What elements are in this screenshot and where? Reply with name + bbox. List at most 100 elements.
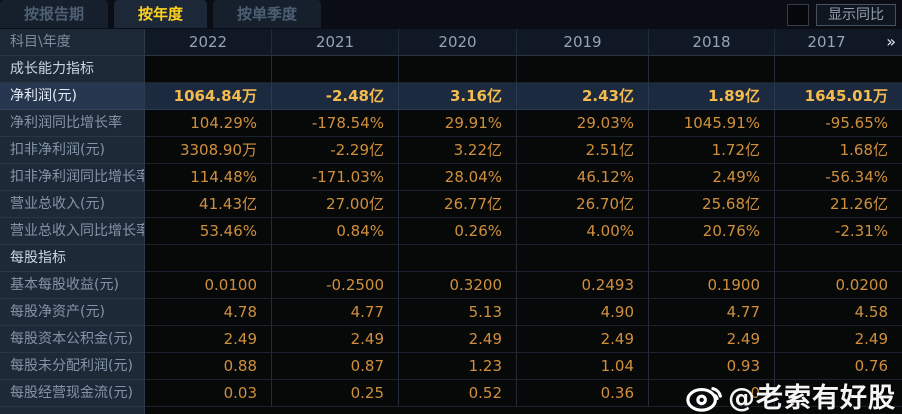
cell-2022: 53.46% [145, 218, 272, 245]
cell-2021: 27.00亿 [272, 191, 399, 218]
cell-2020: 28.04% [399, 164, 517, 191]
more-years-icon[interactable]: » [886, 32, 896, 51]
cell-2022: 1064.84万 [145, 83, 272, 110]
section-row: 每股指标 [0, 245, 902, 272]
row-label: 每股经营现金流(元) [0, 380, 145, 407]
cell-2018: 0.1900 [649, 272, 775, 299]
cell-2019: 26.70亿 [517, 191, 649, 218]
cell-2017: 0.0200 [775, 272, 902, 299]
row-label: 每股资本公积金(元) [0, 326, 145, 353]
year-header-2021: 2021 [272, 29, 399, 56]
cell-2020: 0.26% [399, 218, 517, 245]
table-row[interactable]: 每股经营现金流(元) 0.03 0.25 0.52 0.36 0 [0, 380, 902, 407]
cell-2019: 4.00% [517, 218, 649, 245]
cell-2017 [775, 56, 902, 83]
cell-2020: 0.52 [399, 380, 517, 407]
table-row[interactable]: 每股净资产(元) 4.78 4.77 5.13 4.90 4.77 4.58 [0, 299, 902, 326]
cell-2021: 0.84% [272, 218, 399, 245]
row-label: 营业总收入同比增长率 [0, 218, 145, 245]
show-yoy-control: 显示同比 [787, 4, 896, 26]
cell-2021: -2.48亿 [272, 83, 399, 110]
row-label: 扣非净利润(元) [0, 137, 145, 164]
cell-2018: 0.93 [649, 353, 775, 380]
tab-by-year[interactable]: 按年度 [114, 0, 208, 28]
cell-2018: 1.72亿 [649, 137, 775, 164]
cell-2021 [272, 56, 399, 83]
table-row[interactable]: 净利润同比增长率 104.29% -178.54% 29.91% 29.03% 1045.… [0, 110, 902, 137]
year-header-2019: 2019 [517, 29, 649, 56]
cell-2021 [272, 245, 399, 272]
cell-2022: 104.29% [145, 110, 272, 137]
show-yoy-label[interactable]: 显示同比 [816, 4, 896, 26]
row-label: 每股指标 [0, 245, 145, 272]
cell-2018: 1.89亿 [649, 83, 775, 110]
cell-2019: 4.90 [517, 299, 649, 326]
cell-2022 [145, 245, 272, 272]
cell-2019: 0.2493 [517, 272, 649, 299]
cell-2017: 0.76 [775, 353, 902, 380]
cell-2017: -95.65% [775, 110, 902, 137]
table-header-row: 科目\年度 2022 2021 2020 2019 2018 2017» [0, 29, 902, 56]
row-label: 营业总收入(元) [0, 191, 145, 218]
year-header-2022: 2022 [145, 29, 272, 56]
period-tabbar: 按报告期 按年度 按单季度 显示同比 [0, 0, 902, 29]
cell-2018: 20.76% [649, 218, 775, 245]
cell-2017: 2.49 [775, 326, 902, 353]
cell-2019: 46.12% [517, 164, 649, 191]
row-label: 净利润同比增长率 [0, 110, 145, 137]
cell-2021: -178.54% [272, 110, 399, 137]
cell-2020: 5.13 [399, 299, 517, 326]
partial-row [0, 407, 902, 414]
cell-2020: 3.16亿 [399, 83, 517, 110]
year-header-2018: 2018 [649, 29, 775, 56]
table-row[interactable]: 基本每股收益(元) 0.0100 -0.2500 0.3200 0.2493 0.1900… [0, 272, 902, 299]
table-row[interactable]: 净利润(元) 1064.84万 -2.48亿 3.16亿 2.43亿 1.89亿 1645.… [0, 83, 902, 110]
table-row[interactable]: 每股资本公积金(元) 2.49 2.49 2.49 2.49 2.49 2.49 [0, 326, 902, 353]
table-row[interactable]: 营业总收入同比增长率 53.46% 0.84% 0.26% 4.00% 20.76% -2.… [0, 218, 902, 245]
cell-2018: 1045.91% [649, 110, 775, 137]
tab-report-period[interactable]: 按报告期 [0, 0, 109, 28]
cell-2022: 0.0100 [145, 272, 272, 299]
table-row[interactable]: 营业总收入(元) 41.43亿 27.00亿 26.77亿 26.70亿 25.68亿 21… [0, 191, 902, 218]
cell-2017: 1.68亿 [775, 137, 902, 164]
cell-2017: 1645.01万 [775, 83, 902, 110]
cell-2022: 2.49 [145, 326, 272, 353]
table-body: 成长能力指标 净利润(元) 1064.84万 -2.48亿 3.16亿 2.43亿 1.89… [0, 56, 902, 407]
cell-2021: -171.03% [272, 164, 399, 191]
cell-2018: 25.68亿 [649, 191, 775, 218]
cell-2019 [517, 245, 649, 272]
cell-2022: 3308.90万 [145, 137, 272, 164]
cell-2018 [649, 245, 775, 272]
show-yoy-checkbox[interactable] [787, 4, 809, 26]
row-label: 扣非净利润同比增长率 [0, 164, 145, 191]
table-row[interactable]: 扣非净利润同比增长率 114.48% -171.03% 28.04% 46.12% 2.4… [0, 164, 902, 191]
cell-2020: 0.3200 [399, 272, 517, 299]
cell-2018: 0 [649, 380, 775, 407]
cell-2017 [775, 380, 902, 407]
year-header-2020: 2020 [399, 29, 517, 56]
cell-2019: 29.03% [517, 110, 649, 137]
cell-2022: 4.78 [145, 299, 272, 326]
cell-2019: 2.51亿 [517, 137, 649, 164]
financial-table: 科目\年度 2022 2021 2020 2019 2018 2017» 成长能力指标 净利… [0, 29, 902, 414]
cell-2022: 0.03 [145, 380, 272, 407]
table-row[interactable]: 扣非净利润(元) 3308.90万 -2.29亿 3.22亿 2.51亿 1.72亿 1.6… [0, 137, 902, 164]
cell-2018: 2.49 [649, 326, 775, 353]
cell-2017: 21.26亿 [775, 191, 902, 218]
row-label: 成长能力指标 [0, 56, 145, 83]
cell-2019: 2.49 [517, 326, 649, 353]
cell-2020: 3.22亿 [399, 137, 517, 164]
cell-2021: 4.77 [272, 299, 399, 326]
tab-by-single-quarter[interactable]: 按单季度 [213, 0, 322, 28]
cell-2022 [145, 56, 272, 83]
cell-2017: -2.31% [775, 218, 902, 245]
cell-2020: 2.49 [399, 326, 517, 353]
cell-2022: 0.88 [145, 353, 272, 380]
table-row[interactable]: 每股未分配利润(元) 0.88 0.87 1.23 1.04 0.93 0.76 [0, 353, 902, 380]
cell-2020 [399, 56, 517, 83]
cell-2017 [775, 245, 902, 272]
row-label: 基本每股收益(元) [0, 272, 145, 299]
cell-2022: 114.48% [145, 164, 272, 191]
cell-2021: 2.49 [272, 326, 399, 353]
